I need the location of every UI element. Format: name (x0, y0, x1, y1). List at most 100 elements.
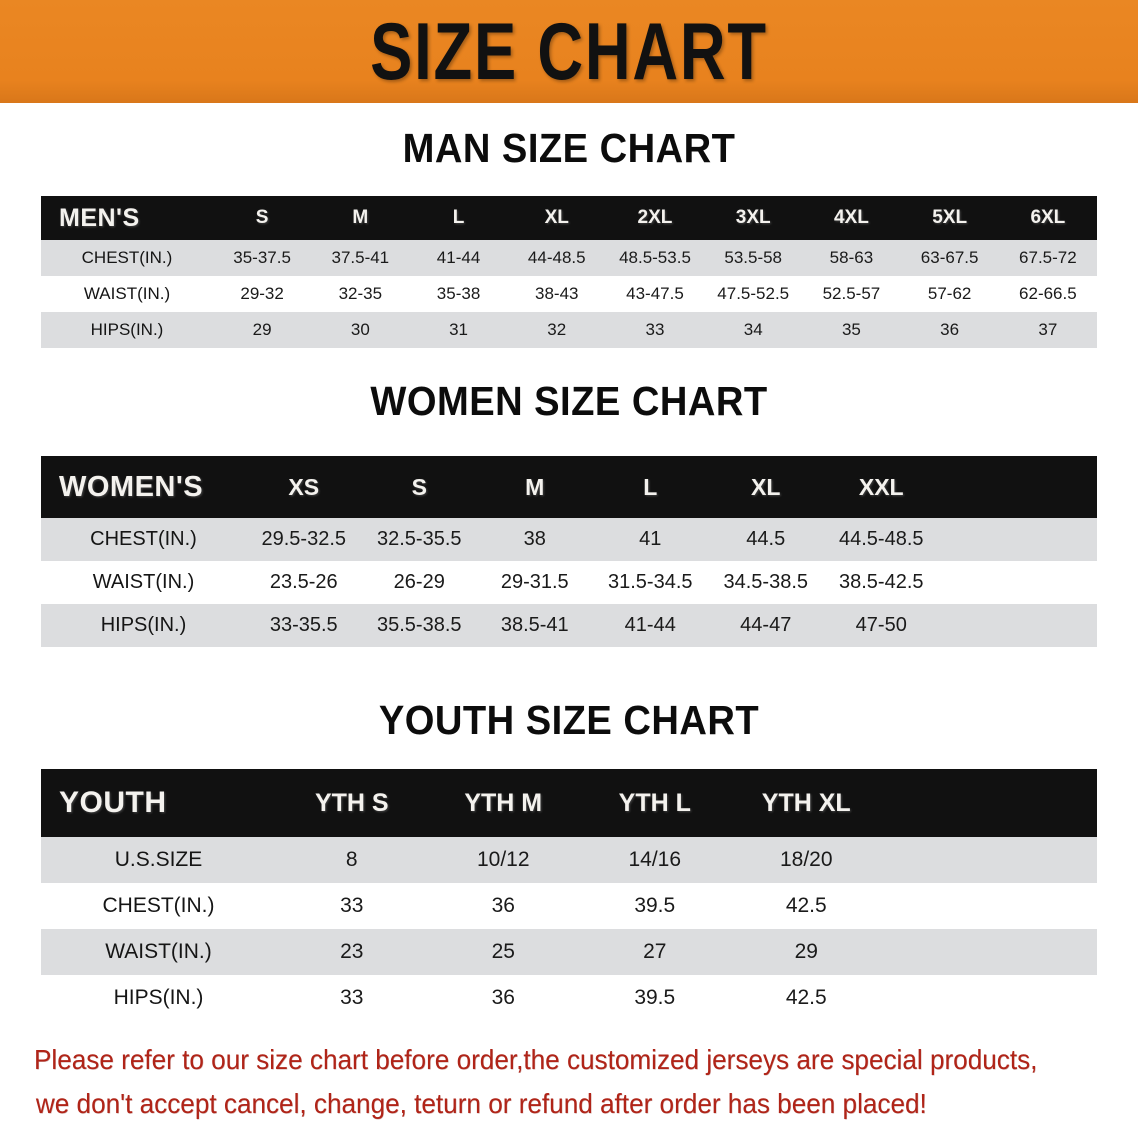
table-row: HIPS(IN.) 33-35.5 35.5-38.5 38.5-41 41-44 44-… (41, 604, 1097, 647)
women-cell: 41-44 (624, 614, 676, 636)
youth-cell: 14/16 (628, 848, 682, 871)
women-cell: 29-31.5 (500, 571, 569, 593)
men-cell: 53.5-58 (724, 248, 783, 267)
men-row-label: CHEST(IN.) (81, 248, 173, 267)
women-cell: 38.5-41 (500, 614, 569, 636)
women-corner-label: WOMEN'S (59, 470, 204, 503)
women-table-head: WOMEN'S XS S M L XL XXL (41, 456, 1097, 518)
youth-section-title: YOUTH SIZE CHART (378, 697, 760, 743)
women-size-header: M (525, 473, 545, 500)
women-cell: 26-29 (393, 571, 445, 593)
youth-cell-spacer (882, 975, 1097, 1021)
women-cell: 38 (523, 528, 546, 550)
youth-size-header: YTH M (464, 788, 543, 817)
youth-row-label: HIPS(IN.) (113, 986, 204, 1009)
table-row: WAIST(IN.) 23.5-26 26-29 29-31.5 31.5-34.5 34… (41, 561, 1097, 604)
youth-cell: 36 (491, 986, 515, 1009)
men-cell: 32 (547, 320, 567, 339)
page-banner: SIZE CHART (0, 0, 1138, 103)
men-cell: 29 (252, 320, 272, 339)
disclaimer-line-2: we don't accept cancel, change, teturn o… (35, 1088, 927, 1119)
women-row-label: CHEST(IN.) (90, 528, 197, 550)
men-cell: 37.5-41 (331, 248, 390, 267)
women-header-spacer (939, 456, 1097, 518)
table-row: WAIST(IN.) 29-32 32-35 35-38 38-43 43-47.5 47.… (41, 276, 1097, 312)
men-cell: 58-63 (829, 248, 874, 267)
youth-cell: 33 (340, 986, 364, 1009)
women-cell: 38.5-42.5 (838, 571, 924, 593)
men-cell: 30 (350, 320, 370, 339)
man-section-title: MAN SIZE CHART (402, 125, 736, 171)
men-size-header: 3XL (735, 207, 771, 228)
youth-cell: 42.5 (785, 986, 827, 1009)
women-cell-spacer (939, 518, 1097, 561)
youth-cell: 39.5 (634, 894, 676, 917)
women-cell: 35.5-38.5 (376, 614, 462, 636)
women-cell: 23.5-26 (269, 571, 338, 593)
youth-corner-label: YOUTH (59, 786, 167, 819)
youth-cell: 29 (794, 940, 818, 963)
women-cell: 33-35.5 (269, 614, 338, 636)
women-cell: 29.5-32.5 (261, 528, 346, 550)
women-cell: 44.5-48.5 (838, 528, 924, 550)
men-cell: 35-38 (436, 284, 481, 303)
men-cell: 52.5-57 (822, 284, 881, 303)
youth-cell: 23 (340, 940, 364, 963)
youth-table-body: U.S.SIZE 8 10/12 14/16 18/20 CHEST(IN.) 33 36 39… (41, 837, 1097, 1021)
men-size-header: 2XL (637, 207, 673, 228)
women-cell-spacer (939, 604, 1097, 647)
table-row: CHEST(IN.) 35-37.5 37.5-41 41-44 44-48.5 48.5… (41, 240, 1097, 276)
women-cell: 41 (639, 528, 662, 550)
youth-cell: 18/20 (779, 848, 833, 871)
men-cell: 63-67.5 (920, 248, 979, 267)
women-row-label: WAIST(IN.) (92, 571, 195, 593)
men-cell: 41-44 (436, 248, 481, 267)
table-row: U.S.SIZE 8 10/12 14/16 18/20 (41, 837, 1097, 883)
women-size-header: S (411, 473, 427, 500)
men-header-row: MEN'S S M L XL 2XL 3XL 4XL 5XL 6XL (41, 196, 1097, 240)
men-cell: 36 (940, 320, 960, 339)
men-table-head: MEN'S S M L XL 2XL 3XL 4XL 5XL 6XL (41, 196, 1097, 240)
men-cell: 67.5-72 (1019, 248, 1077, 267)
table-row: CHEST(IN.) 33 36 39.5 42.5 (41, 883, 1097, 929)
men-cell: 47.5-52.5 (717, 284, 790, 303)
men-size-header: 5XL (932, 207, 968, 228)
youth-cell-spacer (882, 837, 1097, 883)
men-cell: 35-37.5 (233, 248, 291, 267)
youth-cell: 10/12 (476, 848, 530, 871)
women-header-row: WOMEN'S XS S M L XL XXL (41, 456, 1097, 518)
women-row-label: HIPS(IN.) (100, 614, 187, 636)
youth-size-header: YTH L (618, 788, 691, 817)
women-cell: 32.5-35.5 (376, 528, 462, 550)
men-size-header: 6XL (1030, 207, 1066, 228)
youth-header-spacer (882, 769, 1097, 837)
women-cell: 44.5 (746, 528, 786, 550)
youth-size-header: YTH XL (761, 788, 851, 817)
youth-cell-spacer (882, 929, 1097, 975)
table-row: CHEST(IN.) 29.5-32.5 32.5-35.5 38 41 44.5 44.5… (41, 518, 1097, 561)
men-row-label: HIPS(IN.) (90, 320, 164, 339)
table-row: HIPS(IN.) 33 36 39.5 42.5 (41, 975, 1097, 1021)
youth-row-label: U.S.SIZE (114, 848, 203, 871)
men-cell: 33 (645, 320, 665, 339)
men-cell: 43-47.5 (626, 284, 684, 303)
women-size-header: XL (751, 473, 781, 500)
men-cell: 29-32 (240, 284, 284, 303)
youth-cell: 36 (491, 894, 515, 917)
youth-cell: 25 (491, 940, 515, 963)
women-size-header: L (643, 473, 658, 500)
table-row: WAIST(IN.) 23 25 27 29 (41, 929, 1097, 975)
men-cell: 37 (1038, 320, 1058, 339)
youth-table-head: YOUTH YTH S YTH M YTH L YTH XL (41, 769, 1097, 837)
order-disclaimer: Please refer to our size chart before or… (34, 1038, 1055, 1126)
men-size-header: M (352, 207, 369, 228)
youth-cell: 33 (340, 894, 364, 917)
women-cell: 44-47 (740, 614, 792, 636)
men-cell: 44-48.5 (527, 248, 586, 267)
men-cell: 62-66.5 (1019, 284, 1077, 303)
women-table-body: CHEST(IN.) 29.5-32.5 32.5-35.5 38 41 44.5 44.5… (41, 518, 1097, 647)
youth-cell: 42.5 (785, 894, 827, 917)
women-cell: 34.5-38.5 (723, 571, 808, 593)
men-size-header: L (452, 207, 465, 228)
men-cell: 35 (841, 320, 861, 339)
